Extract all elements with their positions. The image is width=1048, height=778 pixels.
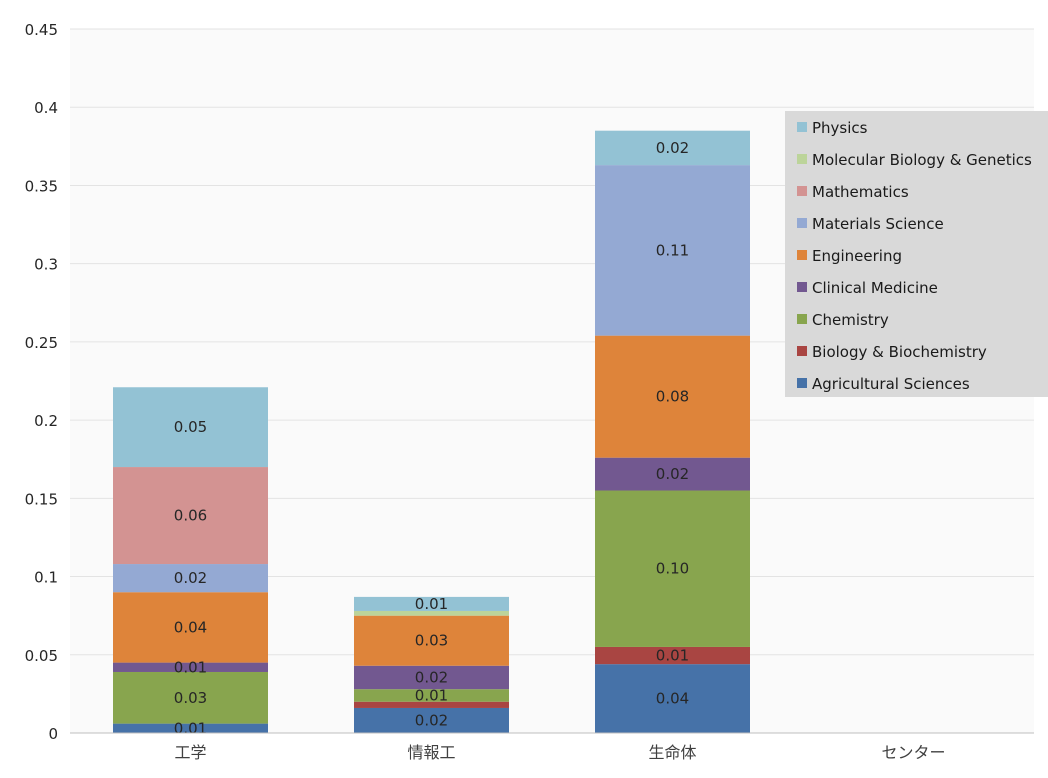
y-tick-label: 0.25	[25, 334, 58, 352]
legend-label: Molecular Biology & Genetics	[812, 151, 1032, 169]
y-tick-label: 0.3	[34, 256, 58, 274]
legend-swatch	[797, 186, 807, 196]
data-label: 0.02	[656, 465, 689, 483]
bar-segment	[595, 165, 750, 336]
x-tick-label: 生命体	[648, 743, 696, 762]
bar-segment	[595, 664, 750, 733]
x-tick-label: センター	[881, 743, 945, 762]
legend-swatch	[797, 250, 807, 260]
y-tick-label: 0.2	[34, 412, 58, 430]
y-tick-label: 0.4	[34, 99, 58, 117]
bar-segment	[595, 490, 750, 647]
bars	[113, 130, 750, 733]
legend-box	[785, 111, 1048, 397]
legend-label: Materials Science	[812, 215, 944, 233]
bar-segment	[113, 387, 268, 468]
y-tick-label: 0.35	[25, 177, 58, 195]
y-tick-label: 0.05	[25, 647, 58, 665]
legend-label: Engineering	[812, 247, 902, 265]
data-label: 0.01	[415, 595, 448, 613]
legend-swatch	[797, 282, 807, 292]
legend-label: Mathematics	[812, 183, 909, 201]
bar-segment	[354, 707, 509, 733]
y-tick-label: 0	[48, 725, 58, 743]
legend-swatch	[797, 346, 807, 356]
bar-segment	[354, 615, 509, 666]
data-label: 0.02	[415, 668, 448, 686]
x-tick-label: 工学	[174, 743, 206, 762]
legend-label: Physics	[812, 119, 868, 137]
data-label: 0.04	[656, 690, 689, 708]
y-tick-label: 0.1	[34, 569, 58, 587]
legend-swatch	[797, 218, 807, 228]
bar-segment	[113, 671, 268, 724]
bar-segment	[354, 665, 509, 690]
data-label: 0.04	[174, 618, 207, 636]
data-label: 0.01	[174, 658, 207, 676]
y-tick-label: 0.45	[25, 21, 58, 39]
legend-swatch	[797, 154, 807, 164]
legend-swatch	[797, 314, 807, 324]
bar-segment	[113, 564, 268, 593]
bar-segment	[595, 335, 750, 458]
legend-swatch	[797, 122, 807, 132]
bar-segment	[354, 701, 509, 708]
data-label: 0.02	[174, 569, 207, 587]
bar-segment	[354, 689, 509, 702]
data-label: 0.10	[656, 560, 689, 578]
data-label: 0.03	[174, 689, 207, 707]
bar-segment	[354, 610, 509, 616]
y-tick-label: 0.15	[25, 490, 58, 508]
legend-label: Chemistry	[812, 311, 889, 329]
data-label: 0.01	[656, 647, 689, 665]
bar-segment	[113, 467, 268, 565]
data-label: 0.08	[656, 388, 689, 406]
data-label: 0.01	[415, 686, 448, 704]
data-label: 0.02	[656, 139, 689, 157]
data-label: 0.01	[174, 719, 207, 737]
x-tick-label: 情報工	[407, 743, 455, 762]
x-axis-ticks: 工学 情報工 生命体 センター	[174, 743, 945, 762]
data-label: 0.11	[656, 241, 689, 259]
bar-segment	[595, 130, 750, 166]
legend-label: Clinical Medicine	[812, 279, 938, 297]
bar-segment	[354, 596, 509, 611]
legend-swatch	[797, 378, 807, 388]
y-axis-ticks: 0 0.05 0.1 0.15 0.2 0.25 0.3 0.35 0.4 0.45	[25, 21, 58, 743]
bar-segment	[595, 646, 750, 665]
legend-label: Biology & Biochemistry	[812, 343, 987, 361]
bar-segment	[595, 457, 750, 491]
data-label: 0.05	[174, 418, 207, 436]
bar-segment	[113, 592, 268, 663]
bar-segment	[113, 723, 268, 733]
data-label: 0.03	[415, 632, 448, 650]
data-label: 0.02	[415, 711, 448, 729]
bar-segment	[113, 662, 268, 672]
data-label: 0.06	[174, 507, 207, 525]
legend-label: Agricultural Sciences	[812, 375, 970, 393]
legend: Physics Molecular Biology & Genetics Mathe…	[785, 111, 1048, 397]
